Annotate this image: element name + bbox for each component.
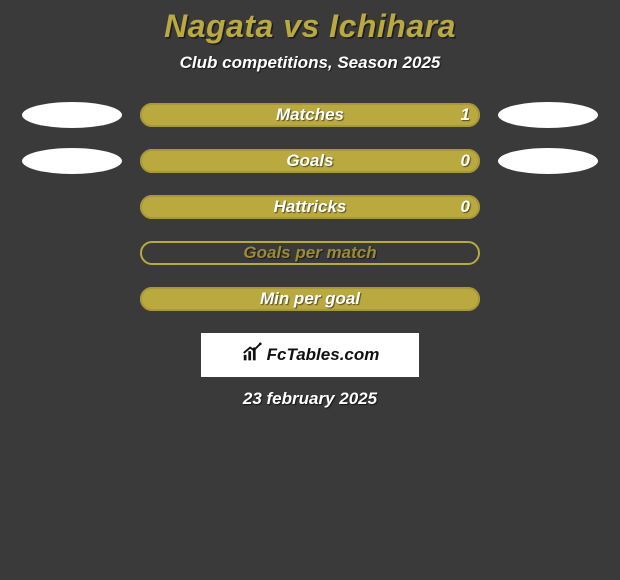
stat-value: 1 bbox=[461, 103, 470, 127]
stat-bar: Goals0 bbox=[140, 149, 480, 173]
date-text: 23 february 2025 bbox=[0, 389, 620, 409]
right-player-icon bbox=[498, 102, 598, 128]
brand-text: FcTables.com bbox=[267, 345, 380, 365]
chart-icon bbox=[241, 342, 263, 369]
stat-bar: Goals per match bbox=[140, 241, 480, 265]
stat-bar: Matches1 bbox=[140, 103, 480, 127]
stat-bar: Min per goal bbox=[140, 287, 480, 311]
stat-row: Hattricks0 bbox=[0, 195, 620, 219]
left-player-icon bbox=[22, 102, 122, 128]
stat-label: Goals per match bbox=[140, 241, 480, 265]
page-title: Nagata vs Ichihara bbox=[0, 8, 620, 45]
brand-card[interactable]: FcTables.com bbox=[201, 333, 419, 377]
stat-label: Hattricks bbox=[140, 195, 480, 219]
stat-row: Matches1 bbox=[0, 103, 620, 127]
stat-row: Goals0 bbox=[0, 149, 620, 173]
stats-list: Matches1Goals0Hattricks0Goals per matchM… bbox=[0, 103, 620, 311]
stat-row: Goals per match bbox=[0, 241, 620, 265]
stat-label: Goals bbox=[140, 149, 480, 173]
page-subtitle: Club competitions, Season 2025 bbox=[0, 53, 620, 73]
right-player-icon bbox=[498, 148, 598, 174]
stat-value: 0 bbox=[461, 195, 470, 219]
left-player-icon bbox=[22, 148, 122, 174]
stats-card: Nagata vs Ichihara Club competitions, Se… bbox=[0, 0, 620, 409]
stat-value: 0 bbox=[461, 149, 470, 173]
stat-bar: Hattricks0 bbox=[140, 195, 480, 219]
stat-label: Matches bbox=[140, 103, 480, 127]
stat-row: Min per goal bbox=[0, 287, 620, 311]
stat-label: Min per goal bbox=[140, 287, 480, 311]
